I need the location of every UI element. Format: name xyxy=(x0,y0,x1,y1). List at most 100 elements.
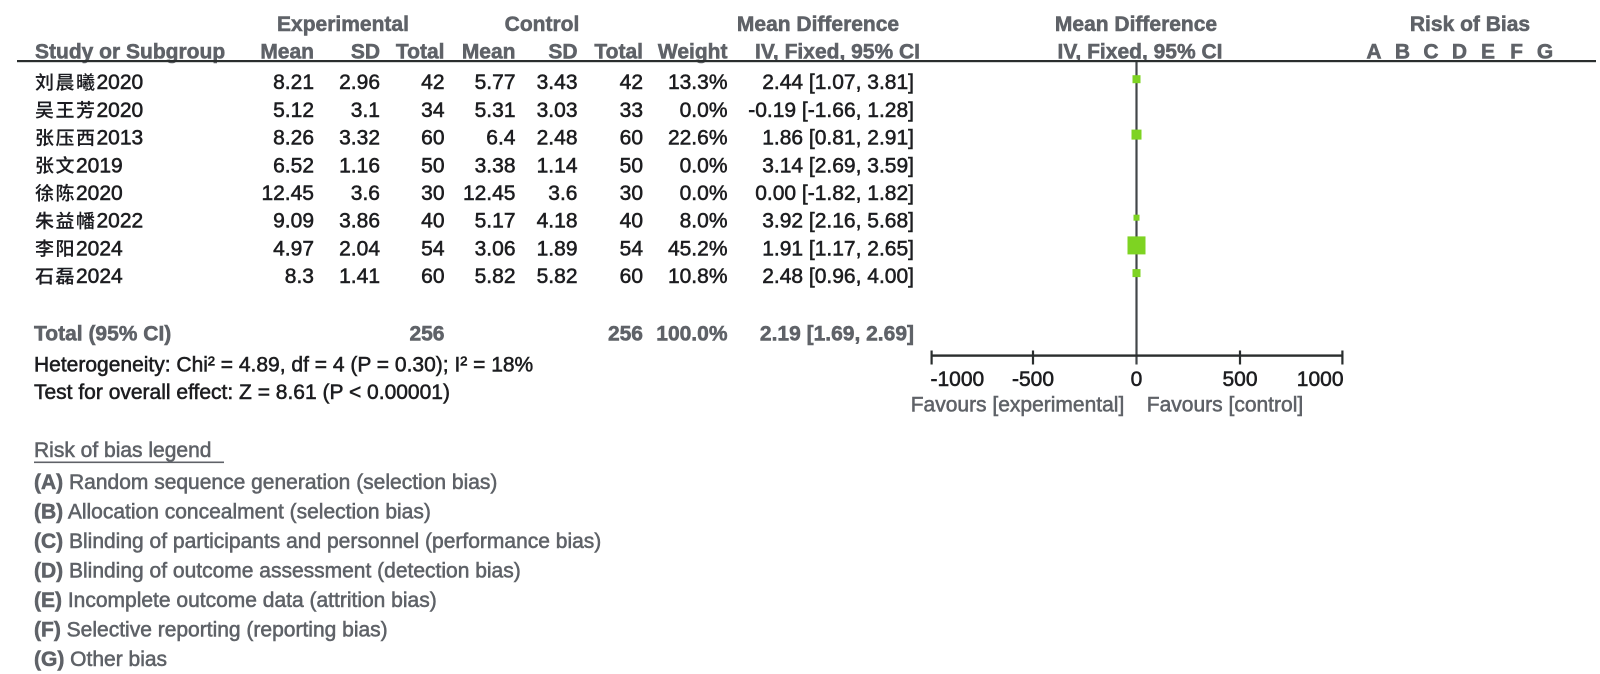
svg-text:-0.19 [-1.66, 1.28]: -0.19 [-1.66, 1.28] xyxy=(748,99,914,122)
svg-text:Test for overall effect: Z = 8: Test for overall effect: Z = 8.61 (P < 0… xyxy=(34,381,450,404)
svg-text:40: 40 xyxy=(620,210,643,233)
svg-text:60: 60 xyxy=(620,127,643,150)
svg-text:45.2%: 45.2% xyxy=(668,237,728,260)
svg-text:0.0%: 0.0% xyxy=(680,154,728,177)
svg-text:256: 256 xyxy=(409,323,444,346)
svg-text:Control: Control xyxy=(505,13,580,36)
svg-text:40: 40 xyxy=(421,210,444,233)
svg-text:(A) Random sequence generation: (A) Random sequence generation (selectio… xyxy=(34,471,497,494)
svg-text:50: 50 xyxy=(421,154,444,177)
svg-text:5.12: 5.12 xyxy=(273,99,314,122)
svg-text:IV, Fixed, 95% CI: IV, Fixed, 95% CI xyxy=(1058,40,1223,63)
svg-text:A: A xyxy=(1366,40,1381,63)
svg-text:3.6: 3.6 xyxy=(351,182,380,205)
svg-text:9.09: 9.09 xyxy=(273,210,314,233)
svg-text:5.17: 5.17 xyxy=(475,210,516,233)
svg-text:Mean Difference: Mean Difference xyxy=(1055,13,1217,36)
svg-text:3.6: 3.6 xyxy=(548,182,577,205)
svg-text:SD: SD xyxy=(351,40,380,63)
svg-text:22.6%: 22.6% xyxy=(668,127,728,150)
svg-text:Study or Subgroup: Study or Subgroup xyxy=(35,40,225,63)
svg-text:100.0%: 100.0% xyxy=(656,323,728,346)
svg-text:2013: 2013 xyxy=(97,127,144,150)
svg-text:500: 500 xyxy=(1222,368,1257,391)
svg-text:30: 30 xyxy=(421,182,444,205)
svg-text:Mean: Mean xyxy=(260,40,314,63)
svg-text:SD: SD xyxy=(548,40,577,63)
svg-text:1000: 1000 xyxy=(1297,368,1344,391)
svg-text:60: 60 xyxy=(421,127,444,150)
svg-text:-1000: -1000 xyxy=(931,368,985,391)
svg-text:0.0%: 0.0% xyxy=(680,182,728,205)
svg-text:2020: 2020 xyxy=(97,99,144,122)
svg-text:G: G xyxy=(1537,40,1553,63)
svg-text:C: C xyxy=(1423,40,1438,63)
svg-text:5.82: 5.82 xyxy=(475,265,516,288)
svg-text:(F) Selective reporting (repor: (F) Selective reporting (reporting bias) xyxy=(34,619,388,642)
svg-text:60: 60 xyxy=(421,265,444,288)
svg-text:3.1: 3.1 xyxy=(351,99,380,122)
svg-text:Total (95% CI): Total (95% CI) xyxy=(34,323,171,346)
svg-text:8.26: 8.26 xyxy=(273,127,314,150)
svg-text:0.0%: 0.0% xyxy=(680,99,728,122)
svg-text:(D) Blinding of outcome assess: (D) Blinding of outcome assessment (dete… xyxy=(34,560,521,583)
svg-text:Total: Total xyxy=(594,40,643,63)
svg-text:(E) Incomplete outcome data (a: (E) Incomplete outcome data (attrition b… xyxy=(34,589,437,612)
svg-text:D: D xyxy=(1452,40,1467,63)
svg-text:10.8%: 10.8% xyxy=(668,265,728,288)
svg-text:2024: 2024 xyxy=(76,265,123,288)
svg-text:6.4: 6.4 xyxy=(486,127,516,150)
svg-text:2020: 2020 xyxy=(76,182,123,205)
svg-text:-500: -500 xyxy=(1012,368,1054,391)
svg-text:IV, Fixed, 95% CI: IV, Fixed, 95% CI xyxy=(755,40,920,63)
svg-text:2.48: 2.48 xyxy=(537,127,578,150)
svg-text:3.38: 3.38 xyxy=(475,154,516,177)
svg-text:54: 54 xyxy=(421,237,445,260)
svg-text:1.86 [0.81, 2.91]: 1.86 [0.81, 2.91] xyxy=(762,127,914,150)
svg-text:5.31: 5.31 xyxy=(475,99,516,122)
svg-text:E: E xyxy=(1481,40,1495,63)
svg-text:3.43: 3.43 xyxy=(537,71,578,94)
svg-text:1.89: 1.89 xyxy=(537,237,578,260)
svg-text:42: 42 xyxy=(421,71,444,94)
svg-text:60: 60 xyxy=(620,265,643,288)
svg-text:Total: Total xyxy=(396,40,445,63)
svg-text:12.45: 12.45 xyxy=(261,182,314,205)
svg-text:12.45: 12.45 xyxy=(463,182,516,205)
svg-text:5.77: 5.77 xyxy=(475,71,516,94)
svg-text:F: F xyxy=(1510,40,1523,63)
svg-text:Weight: Weight xyxy=(658,40,728,63)
svg-text:2.04: 2.04 xyxy=(339,237,380,260)
svg-text:0.00 [-1.82, 1.82]: 0.00 [-1.82, 1.82] xyxy=(755,182,914,205)
svg-text:2019: 2019 xyxy=(76,154,123,177)
svg-text:30: 30 xyxy=(620,182,643,205)
svg-text:50: 50 xyxy=(620,154,643,177)
svg-text:34: 34 xyxy=(421,99,445,122)
svg-text:(B) Allocation concealment (se: (B) Allocation concealment (selection bi… xyxy=(34,500,431,523)
svg-text:8.21: 8.21 xyxy=(273,71,314,94)
svg-text:2024: 2024 xyxy=(76,237,123,260)
svg-text:Mean Difference: Mean Difference xyxy=(737,13,899,36)
svg-text:Favours [control]: Favours [control] xyxy=(1147,394,1303,417)
svg-text:0: 0 xyxy=(1131,368,1143,391)
svg-text:5.82: 5.82 xyxy=(537,265,578,288)
svg-text:2.96: 2.96 xyxy=(339,71,380,94)
svg-text:2.19 [1.69, 2.69]: 2.19 [1.69, 2.69] xyxy=(760,323,914,346)
svg-text:42: 42 xyxy=(620,71,643,94)
svg-text:4.97: 4.97 xyxy=(273,237,314,260)
svg-text:3.32: 3.32 xyxy=(339,127,380,150)
svg-text:256: 256 xyxy=(608,323,643,346)
svg-text:13.3%: 13.3% xyxy=(668,71,728,94)
svg-text:8.3: 8.3 xyxy=(285,265,314,288)
svg-text:2.44 [1.07, 3.81]: 2.44 [1.07, 3.81] xyxy=(762,71,914,94)
svg-text:Experimental: Experimental xyxy=(277,13,409,36)
svg-text:3.03: 3.03 xyxy=(537,99,578,122)
svg-text:4.18: 4.18 xyxy=(537,210,578,233)
svg-text:3.92 [2.16, 5.68]: 3.92 [2.16, 5.68] xyxy=(762,210,914,233)
svg-text:3.86: 3.86 xyxy=(339,210,380,233)
svg-text:Heterogeneity: Chi² = 4.89, df: Heterogeneity: Chi² = 4.89, df = 4 (P = … xyxy=(34,353,533,376)
svg-text:(C) Blinding of participants a: (C) Blinding of participants and personn… xyxy=(34,530,601,553)
svg-text:Mean: Mean xyxy=(462,40,516,63)
svg-text:3.14 [2.69, 3.59]: 3.14 [2.69, 3.59] xyxy=(762,154,914,177)
svg-text:2.48 [0.96, 4.00]: 2.48 [0.96, 4.00] xyxy=(762,265,914,288)
